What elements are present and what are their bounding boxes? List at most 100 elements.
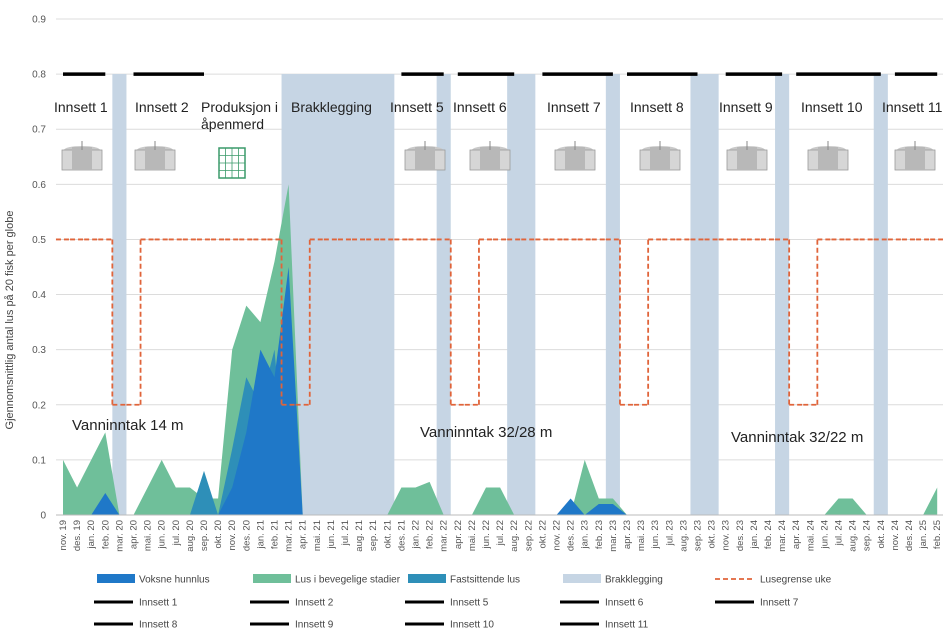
legend-label: Innsett 2 xyxy=(295,598,334,609)
x-tick-label: jun. 24 xyxy=(819,520,830,550)
annotation: Innsett 1 xyxy=(54,99,108,115)
y-tick-label: 0.3 xyxy=(32,345,46,356)
x-tick-label: okt. 20 xyxy=(213,520,224,549)
x-tick-label: mar. 22 xyxy=(439,520,450,552)
x-tick-label: aug. 22 xyxy=(509,520,520,552)
cage-core xyxy=(415,147,435,170)
x-tick-label: jan. 20 xyxy=(86,520,97,550)
x-tick-label: jul. 24 xyxy=(834,520,845,546)
annotation: Vanninntak 32/28 m xyxy=(420,424,552,441)
fallow-band xyxy=(775,74,789,515)
y-tick-label: 0.4 xyxy=(32,290,46,301)
y-tick-label: 0.8 xyxy=(32,70,46,81)
y-tick-label: 0 xyxy=(40,511,46,522)
x-tick-label: sep. 20 xyxy=(199,520,210,551)
legend-label: Innsett 7 xyxy=(760,598,799,609)
x-tick-label: sep. 21 xyxy=(368,520,379,551)
fallow-band xyxy=(874,74,888,515)
cage-icon xyxy=(470,141,510,170)
x-tick-label: jan. 22 xyxy=(411,520,422,550)
legend-swatch xyxy=(97,574,135,583)
cage-icon xyxy=(135,141,175,170)
x-tick-label: okt. 23 xyxy=(707,520,718,549)
annotation: Innsett 11 xyxy=(882,99,943,115)
x-tick-label: mai. 23 xyxy=(636,520,647,551)
cage-icon xyxy=(727,141,767,170)
x-tick-label: apr. 20 xyxy=(129,520,140,549)
x-tick-label: feb. 24 xyxy=(763,520,774,549)
x-tick-label: mai. 21 xyxy=(312,520,323,551)
fallow-band xyxy=(507,74,535,515)
annotation: Innsett 10 xyxy=(801,99,863,115)
y-axis-label: Gjennomsnittlig antal lus på 20 fisk per… xyxy=(4,211,16,430)
cage-core xyxy=(818,147,838,170)
x-tick-label: apr. 23 xyxy=(622,520,633,549)
annotation: Vanninntak 14 m xyxy=(72,417,183,434)
annotation: Innsett 8 xyxy=(630,99,684,115)
legend-label: Innsett 8 xyxy=(139,620,178,628)
legend-label: Innsett 6 xyxy=(605,598,644,609)
x-tick-label: feb. 23 xyxy=(594,520,605,549)
x-tick-label: aug. 23 xyxy=(678,520,689,552)
annotation: Innsett 6 xyxy=(453,99,507,115)
x-tick-label: jun. 21 xyxy=(326,520,337,550)
x-tick-label: jan. 23 xyxy=(580,520,591,550)
y-tick-label: 0.9 xyxy=(32,15,46,26)
x-tick-label: feb. 21 xyxy=(270,520,281,549)
legend-swatch xyxy=(253,574,291,583)
cage-core xyxy=(737,147,757,170)
x-tick-label: mar. 20 xyxy=(114,520,125,552)
x-tick-label: jul. 21 xyxy=(340,520,351,546)
fallow-band xyxy=(437,74,451,515)
cage-core xyxy=(72,147,92,170)
legend-swatch xyxy=(408,574,446,583)
x-tick-label: des. 21 xyxy=(396,520,407,551)
cage-core xyxy=(480,147,500,170)
annotation: Innsett 7 xyxy=(547,99,601,115)
x-tick-label: jun. 23 xyxy=(650,520,661,550)
area xyxy=(63,267,937,515)
cage-icon xyxy=(895,141,935,170)
legend-label: Brakklegging xyxy=(605,575,663,586)
x-tick-label: mar. 24 xyxy=(777,520,788,552)
legend-label: Lus i bevegelige stadier xyxy=(295,575,401,586)
y-tick-label: 0.2 xyxy=(32,400,46,411)
annotation: Innsett 2 xyxy=(135,99,189,115)
x-tick-label: des. 22 xyxy=(566,520,577,551)
x-tick-label: jan. 24 xyxy=(749,520,760,550)
legend-label: Innsett 1 xyxy=(139,598,178,609)
x-tick-label: apr. 22 xyxy=(453,520,464,549)
x-tick-label: jun. 20 xyxy=(157,520,168,550)
legend-label: Fastsittende lus xyxy=(450,575,520,586)
x-tick-label: nov. 22 xyxy=(552,520,563,550)
x-tick-label: feb. 22 xyxy=(425,520,436,549)
x-tick-label: jan. 25 xyxy=(918,520,929,550)
x-tick-label: apr. 21 xyxy=(298,520,309,549)
annotation: Produksjon i xyxy=(201,99,278,115)
x-tick-label: nov. 20 xyxy=(227,520,238,550)
cage-core xyxy=(145,147,165,170)
x-tick-label: mar. 21 xyxy=(284,520,295,552)
fallow-band xyxy=(690,74,718,515)
cage-core xyxy=(905,147,925,170)
x-tick-label: apr. 24 xyxy=(791,520,802,549)
x-tick-label: mai. 20 xyxy=(143,520,154,551)
y-tick-label: 0.6 xyxy=(32,180,46,191)
x-tick-label: sep. 23 xyxy=(693,520,704,551)
x-tick-label: mai. 22 xyxy=(467,520,478,551)
x-tick-label: des. 24 xyxy=(904,520,915,551)
cage-icon xyxy=(555,141,595,170)
cage-icon xyxy=(62,141,102,170)
page: {"chart_data": { "type": "area", "y_labe… xyxy=(0,0,943,628)
net-icon xyxy=(219,148,245,178)
x-tick-label: mar. 23 xyxy=(608,520,619,552)
cage-core xyxy=(565,147,585,170)
x-tick-label: jul. 20 xyxy=(171,520,182,546)
x-tick-label: des. 23 xyxy=(735,520,746,551)
annotation: Brakklegging xyxy=(291,99,372,115)
legend-label: Innsett 11 xyxy=(605,620,649,628)
cage-icon xyxy=(808,141,848,170)
legend-label: Voksne hunnlus xyxy=(139,575,210,586)
x-tick-label: jan. 21 xyxy=(255,520,266,550)
fallow-band xyxy=(112,74,126,515)
